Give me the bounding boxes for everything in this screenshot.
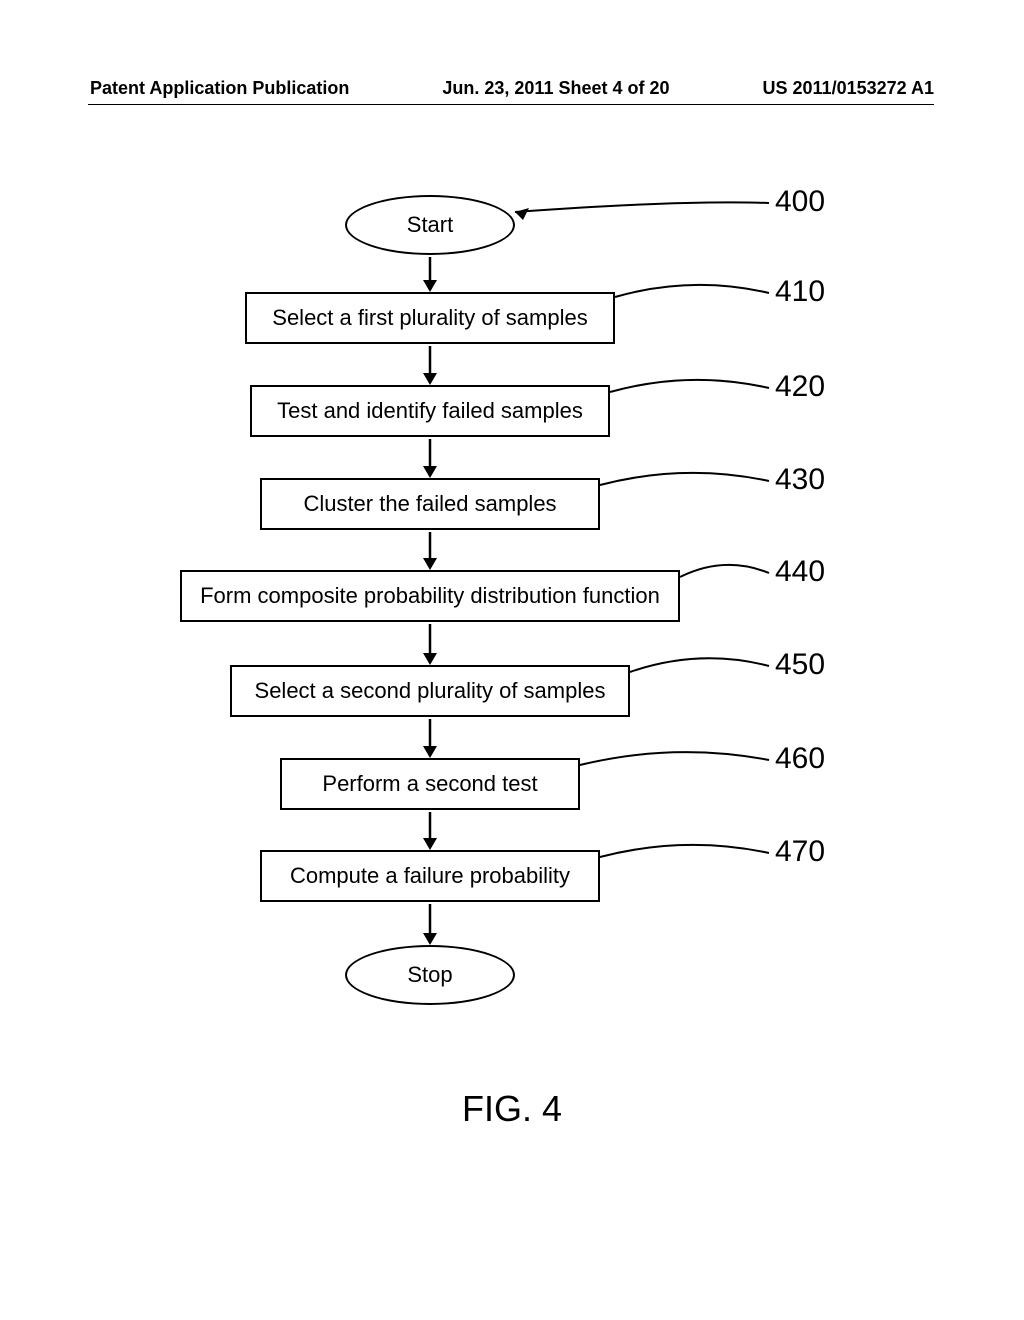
figure-caption: FIG. 4 bbox=[462, 1088, 562, 1130]
header-center: Jun. 23, 2011 Sheet 4 of 20 bbox=[442, 78, 669, 99]
header-left: Patent Application Publication bbox=[90, 78, 349, 99]
flow-arrow-n470-stop bbox=[0, 180, 1024, 1080]
header-right: US 2011/0153272 A1 bbox=[763, 78, 934, 99]
page-header: Patent Application Publication Jun. 23, … bbox=[0, 78, 1024, 99]
header-rule bbox=[88, 104, 934, 105]
